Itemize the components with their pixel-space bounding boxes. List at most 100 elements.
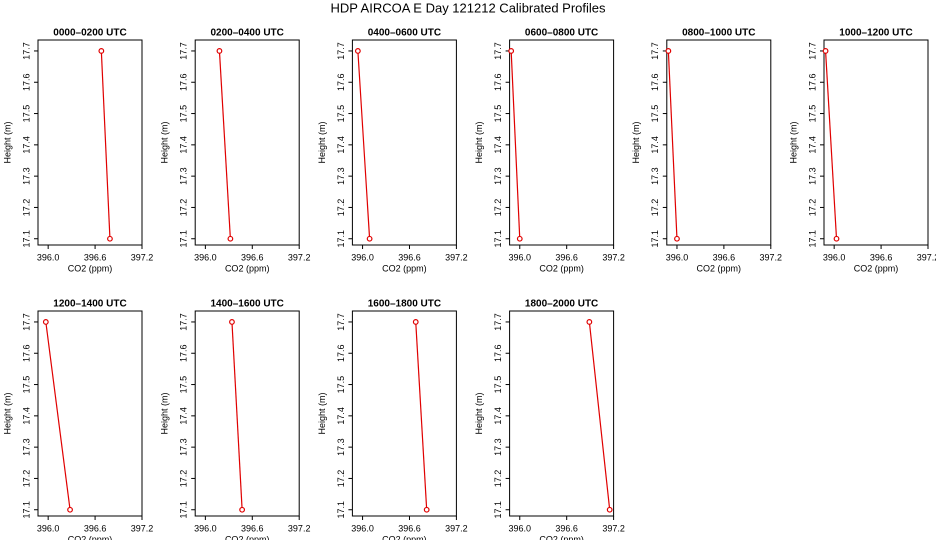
panel-title: 0200–0400 UTC: [211, 28, 284, 39]
y-tick-label: 17.3: [336, 167, 346, 185]
y-tick-label: 17.1: [21, 501, 31, 519]
y-axis-label: Height (m): [474, 392, 484, 434]
y-tick-label: 17.1: [336, 501, 346, 519]
y-tick-label: 17.7: [179, 313, 189, 331]
x-tick-label: 396.0: [37, 523, 60, 533]
plot-frame: [823, 39, 929, 246]
y-tick-label: 17.6: [650, 73, 660, 91]
y-tick-label: 17.6: [336, 73, 346, 91]
y-tick-label: 17.3: [650, 167, 660, 185]
y-tick-label: 17.2: [650, 199, 660, 217]
figure-title: HDP AIRCOA E Day 121212 Calibrated Profi…: [330, 0, 606, 15]
y-tick-label: 17.2: [336, 199, 346, 217]
y-tick-label: 17.6: [493, 344, 503, 362]
y-tick-label: 17.6: [336, 344, 346, 362]
y-tick-label: 17.4: [493, 136, 503, 154]
panel: 0400–0600 UTC 17.1 17.2 17.3 17.4 17.5 17.6 17.…: [317, 28, 468, 274]
panel-title: 1200–1400 UTC: [53, 299, 126, 310]
data-point: [822, 48, 829, 54]
panel: 1000–1200 UTC 17.1 17.2 17.3 17.4 17.5 17.6 17.…: [788, 28, 936, 274]
data-point: [586, 319, 593, 325]
panel-title: 1800–2000 UTC: [525, 299, 598, 310]
y-tick-label: 17.7: [493, 42, 503, 60]
y-tick-label: 17.3: [179, 167, 189, 185]
panel: 1400–1600 UTC 17.1 17.2 17.3 17.4 17.5 17.6 17.…: [160, 299, 311, 540]
x-tick-label: 396.0: [194, 523, 217, 533]
x-axis-label: CO2 (ppm): [225, 263, 270, 273]
x-tick-label: 396.6: [398, 252, 421, 262]
data-point: [833, 235, 840, 242]
y-axis-label: Height (m): [2, 392, 12, 434]
profile-line: [218, 50, 231, 239]
y-tick-label: 17.3: [179, 438, 189, 456]
y-tick-label: 17.6: [21, 344, 31, 362]
panel-title: 0600–0800 UTC: [525, 28, 598, 39]
data-point: [107, 235, 113, 242]
y-tick-label: 17.1: [179, 501, 189, 519]
profile-line: [824, 50, 838, 239]
y-tick-label: 17.7: [336, 313, 346, 331]
y-tick-label: 17.3: [493, 167, 503, 185]
y-tick-label: 17.5: [21, 376, 31, 394]
panel-title: 1400–1600 UTC: [211, 299, 284, 310]
x-tick-label: 396.6: [84, 252, 107, 262]
data-point: [516, 235, 523, 242]
x-tick-label: 396.6: [870, 252, 893, 262]
x-tick-label: 396.6: [555, 252, 578, 262]
y-tick-label: 17.5: [21, 105, 31, 123]
y-tick-label: 17.2: [493, 199, 503, 217]
y-axis-label: Height (m): [788, 121, 798, 163]
x-axis-label: CO2 (ppm): [539, 263, 584, 273]
panel-title: 1000–1200 UTC: [839, 28, 912, 39]
plot-frame: [666, 39, 772, 246]
plot-frame: [194, 310, 300, 517]
x-tick-label: 397.2: [917, 252, 936, 262]
x-tick-label: 397.2: [288, 523, 311, 533]
profile-line: [510, 50, 521, 239]
x-tick-label: 396.0: [666, 252, 689, 262]
y-tick-label: 17.3: [807, 167, 817, 185]
y-tick-label: 17.2: [807, 199, 817, 217]
y-axis-label: Height (m): [474, 121, 484, 163]
x-tick-label: 397.2: [445, 252, 468, 262]
data-point: [606, 506, 613, 513]
data-point: [412, 319, 419, 325]
y-tick-label: 17.5: [650, 105, 660, 123]
y-axis-label: Height (m): [160, 392, 170, 434]
x-tick-label: 396.0: [351, 252, 374, 262]
panel: 0600–0800 UTC 17.1 17.2 17.3 17.4 17.5 17.6 17.…: [474, 28, 625, 274]
y-tick-label: 17.1: [493, 230, 503, 248]
y-tick-label: 17.7: [807, 42, 817, 60]
x-tick-label: 396.0: [508, 252, 531, 262]
data-point: [227, 235, 234, 242]
y-tick-label: 17.4: [21, 407, 31, 425]
y-axis-label: Height (m): [631, 121, 641, 163]
y-tick-label: 17.5: [336, 105, 346, 123]
data-point: [98, 48, 105, 54]
data-point: [239, 506, 246, 513]
x-axis-label: CO2 (ppm): [68, 534, 113, 540]
y-tick-label: 17.3: [336, 438, 346, 456]
y-tick-label: 17.1: [179, 230, 189, 248]
y-tick-label: 17.4: [493, 407, 503, 425]
profile-line: [45, 321, 71, 510]
panel: 1600–1800 UTC 17.1 17.2 17.3 17.4 17.5 17.6 17.…: [317, 299, 468, 540]
y-tick-label: 17.1: [336, 230, 346, 248]
panel: 0200–0400 UTC 17.1 17.2 17.3 17.4 17.5 17.6 17.…: [160, 28, 311, 274]
x-tick-label: 397.2: [131, 252, 154, 262]
x-tick-label: 396.0: [37, 252, 60, 262]
y-tick-label: 17.4: [179, 407, 189, 425]
x-axis-label: CO2 (ppm): [854, 263, 899, 273]
y-tick-label: 17.3: [21, 167, 31, 185]
y-axis-label: Height (m): [2, 121, 12, 163]
panel-title: 0000–0200 UTC: [53, 28, 126, 39]
profile-line: [357, 50, 371, 239]
y-tick-label: 17.2: [493, 470, 503, 488]
y-axis-label: Height (m): [317, 121, 327, 163]
y-tick-label: 17.1: [807, 230, 817, 248]
x-tick-label: 396.0: [351, 523, 374, 533]
profile-line: [588, 321, 611, 510]
x-tick-label: 397.2: [602, 252, 625, 262]
x-tick-label: 396.6: [713, 252, 736, 262]
y-tick-label: 17.5: [179, 105, 189, 123]
